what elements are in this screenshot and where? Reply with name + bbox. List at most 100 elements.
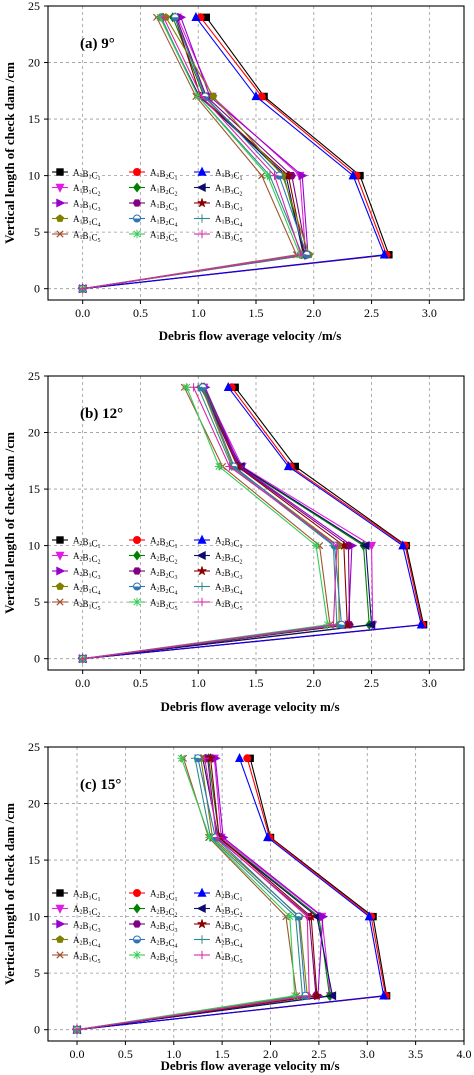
legend-entry: A1B3C5 <box>194 230 243 244</box>
legend-entry: A1B2C3 <box>129 199 178 214</box>
legend-label: A2B2C3 <box>150 567 178 582</box>
x-axis-label: Debris flow average velocity /m/s <box>159 328 342 343</box>
legend-label: A2B1C4 <box>73 582 101 597</box>
legend-marker <box>196 182 206 193</box>
y-tick-label: 15 <box>28 112 40 126</box>
x-tick-label: 3.5 <box>408 1047 423 1061</box>
legend-label: A2B3C4 <box>215 935 243 950</box>
y-tick-label: 20 <box>28 56 40 70</box>
legend-entry: A1B2C4 <box>129 214 178 229</box>
legend-entry: A2B3C5 <box>194 598 243 612</box>
legend-label: A2B1C3 <box>73 567 101 582</box>
series-line <box>82 17 298 290</box>
data-point <box>327 991 337 1001</box>
data-point <box>223 381 233 392</box>
data-point <box>298 171 308 181</box>
legend-label: A1B2C3 <box>150 199 178 214</box>
legend-entry: A2B2C3 <box>129 567 178 582</box>
legend-label: A1B3C3 <box>215 199 243 214</box>
series-line <box>82 387 338 660</box>
legend-marker-fill <box>133 218 141 222</box>
legend-marker <box>55 214 65 222</box>
legend-entry: A2B3C5 <box>194 951 243 965</box>
x-tick-label: 2.5 <box>364 306 379 320</box>
legend-marker-fill <box>133 939 141 944</box>
legend-entry: A1B1C2 <box>52 183 101 198</box>
data-point <box>197 92 206 101</box>
y-tick-label: 20 <box>28 797 40 811</box>
y-tick-label: 10 <box>28 169 40 183</box>
legend-entry: A2B2C5 <box>129 951 178 965</box>
data-point <box>311 541 321 550</box>
series-line <box>82 387 338 660</box>
y-axis-label: Vertical length of check dam /cm <box>2 432 17 614</box>
legend-entry: A1B2C5 <box>129 230 178 244</box>
chart-panel-1: 0.0 0.5 1.0 1.5 2.0 2.5 3.0 0 5 10 15 20 25 Debris fl… <box>2 0 465 343</box>
data-point <box>72 1025 82 1034</box>
panel-title: (c) 15° <box>80 777 121 793</box>
legend-label: A1B1C4 <box>73 214 101 229</box>
series-line <box>76 758 298 1031</box>
data-point <box>329 620 338 629</box>
data-point <box>243 754 252 763</box>
data-point <box>290 991 299 1000</box>
data-point-fill <box>171 17 179 21</box>
series-line <box>82 17 305 290</box>
legend-label: A2B2C1 <box>150 889 178 904</box>
data-point <box>258 171 266 180</box>
legend-label: A2B3C2 <box>215 904 243 919</box>
legend-marker <box>197 534 207 544</box>
legend-marker <box>55 904 65 914</box>
legend-marker <box>133 182 141 193</box>
data-point <box>367 541 377 551</box>
legend-entry: A2B2C2 <box>129 903 178 919</box>
legend-label: A1B3C1 <box>215 168 243 183</box>
data-point-fill <box>295 916 303 921</box>
x-tick-label: 3.0 <box>422 676 437 690</box>
series-line <box>82 17 306 290</box>
y-tick-label: 0 <box>34 652 40 666</box>
legend-marker <box>132 597 142 607</box>
data-point-fill <box>199 387 207 391</box>
legend-marker <box>133 903 141 914</box>
legend-label: A2B2C5 <box>150 598 178 613</box>
data-point <box>323 620 332 629</box>
legend-marker <box>56 889 64 897</box>
legend-marker <box>56 598 64 606</box>
series-line <box>82 387 331 660</box>
data-point <box>379 990 389 1000</box>
legend-marker <box>56 919 66 929</box>
legend-marker <box>133 168 141 176</box>
legend-marker <box>197 566 207 576</box>
legend-entry: A2B2C1 <box>129 536 178 550</box>
legend-label: A2B1C2 <box>73 551 101 566</box>
data-point <box>205 753 216 763</box>
data-point <box>348 170 358 180</box>
legend-marker <box>133 536 141 544</box>
series-line <box>82 17 306 290</box>
data-point <box>283 461 293 471</box>
legend-marker <box>56 168 64 176</box>
legend-label: A2B2C4 <box>150 935 178 950</box>
x-tick-label: 0.0 <box>70 1047 85 1061</box>
y-tick-label: 5 <box>34 966 40 980</box>
y-tick-label: 0 <box>34 1023 40 1037</box>
data-point <box>177 754 186 763</box>
data-point <box>303 912 312 921</box>
legend-marker <box>197 919 207 929</box>
legend-entry: A1B3C4 <box>194 214 243 229</box>
data-point <box>416 619 426 629</box>
series-line <box>82 17 307 290</box>
series-line <box>76 758 304 1031</box>
legend-marker <box>132 567 142 575</box>
y-tick-label: 25 <box>28 369 40 383</box>
legend-marker <box>197 887 207 897</box>
legend-entry: A1B1C4 <box>52 214 101 229</box>
data-point-fill <box>275 175 283 180</box>
legend-entry: A2B1C3 <box>52 919 101 934</box>
data-point <box>263 832 273 842</box>
legend-label: A1B1C2 <box>73 183 101 198</box>
data-point <box>312 991 322 1000</box>
legend-entry: A2B1C3 <box>52 566 101 582</box>
legend-entry: A2B3C1 <box>194 534 243 550</box>
